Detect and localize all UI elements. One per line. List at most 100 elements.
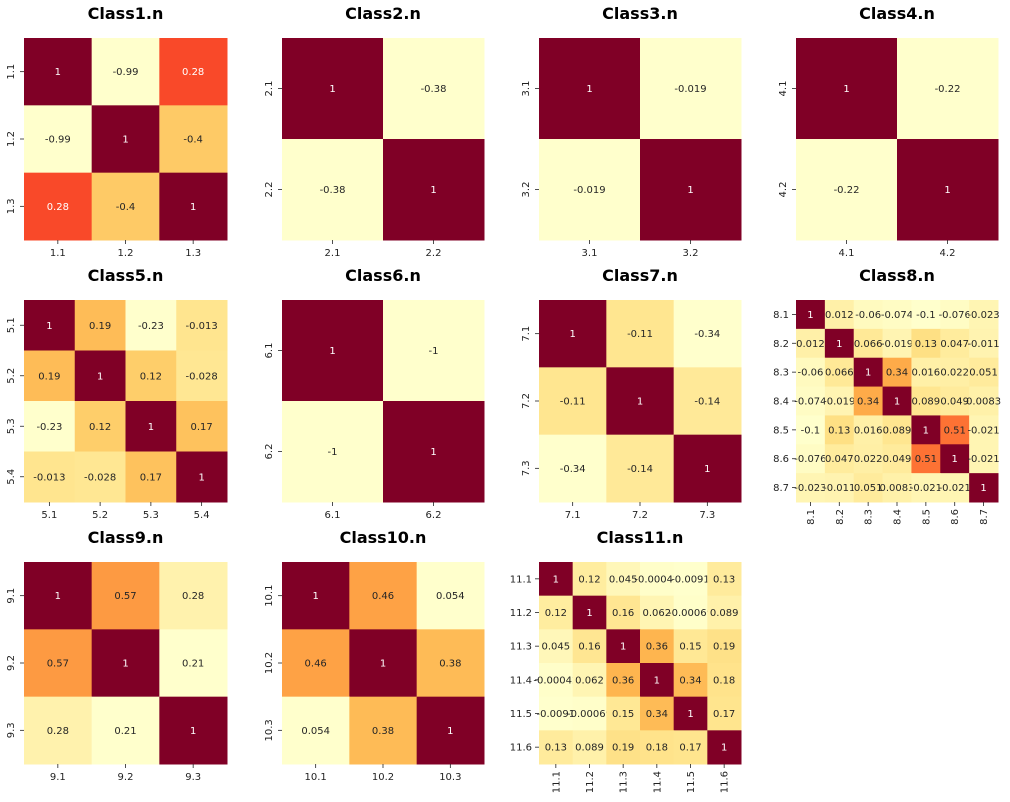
x-tick-label: 6.1 <box>325 510 341 521</box>
cell-annotation: 0.051 <box>969 368 998 379</box>
y-tick-label: 10.3 <box>264 719 275 741</box>
heatmap-cell <box>74 350 126 402</box>
y-tick-label: 8.5 <box>773 425 789 436</box>
cell-annotation: 1 <box>190 726 196 737</box>
heatmap-cell <box>707 730 742 765</box>
cell-annotation: 0.18 <box>713 675 735 686</box>
x-tick-label: 7.3 <box>699 510 715 521</box>
cell-annotation: -0.021 <box>967 454 999 465</box>
x-tick-label: 7.2 <box>632 510 648 521</box>
cell-annotation: -0.023 <box>967 310 999 321</box>
heatmap-cell <box>572 595 607 630</box>
heatmap-cell <box>824 300 855 330</box>
x-tick-label: 2.1 <box>325 248 341 259</box>
cell-annotation: -0.028 <box>186 371 218 382</box>
heatmap-cell <box>969 357 999 388</box>
heatmap-cell <box>673 300 742 368</box>
heatmap-panel-4: Class4.n 1 -0.22 -0.22 1 4.1 4.1 4.2 4.2 <box>778 4 999 259</box>
cell-annotation: -0.4 <box>116 202 136 213</box>
heatmap-cell <box>606 595 641 630</box>
heatmap-cell <box>940 357 970 388</box>
cell-annotation: -0.23 <box>138 321 164 332</box>
heatmap-cell <box>539 595 574 630</box>
cell-annotation: -0.1 <box>916 310 936 321</box>
y-tick-label: 3.1 <box>521 81 532 97</box>
heatmap-cell <box>824 415 855 445</box>
heatmap-cell <box>91 629 160 698</box>
heatmap-cell <box>539 730 574 765</box>
y-tick-label: 11.6 <box>510 743 532 754</box>
heatmap-cell <box>824 444 855 474</box>
heatmap-cell <box>796 444 826 474</box>
cell-annotation: -0.019 <box>573 185 605 196</box>
cell-annotation: 0.16 <box>578 642 600 653</box>
cell-annotation: 0.12 <box>140 371 162 382</box>
x-tick-label: 9.2 <box>118 772 134 783</box>
cell-annotation: 0.57 <box>47 659 69 670</box>
heatmap-cell <box>673 663 708 698</box>
cell-annotation: 0.054 <box>436 591 465 602</box>
cell-annotation: 0.19 <box>612 743 634 754</box>
x-tick-label: 2.2 <box>426 248 442 259</box>
heatmap-cell <box>673 434 742 503</box>
cell-annotation: 1 <box>620 642 626 653</box>
cell-annotation: 0.012 <box>825 310 854 321</box>
cell-annotation: 1 <box>122 659 128 670</box>
y-tick-label: 4.2 <box>778 182 789 198</box>
x-tick-label: 10.3 <box>439 772 461 783</box>
y-tick-label: 5.1 <box>6 317 17 333</box>
cell-annotation: 0.13 <box>828 425 850 436</box>
heatmap-cell <box>673 629 708 664</box>
heatmap-cell <box>673 696 708 731</box>
heatmap-cell <box>606 730 641 765</box>
heatmap-cell <box>24 451 76 503</box>
cell-annotation: -0.028 <box>84 472 116 483</box>
cell-annotation: -0.0091 <box>537 709 576 720</box>
heatmap-cell <box>74 401 126 452</box>
cell-annotation: -0.021 <box>967 425 999 436</box>
x-tick-label: 5.1 <box>41 510 57 521</box>
cell-annotation: -0.011 <box>967 339 999 350</box>
cell-annotation: -0.38 <box>320 185 346 196</box>
heatmap-cell <box>940 328 970 359</box>
cell-annotation: 0.12 <box>89 422 111 433</box>
heatmap-cell <box>383 38 485 140</box>
cell-annotation: 0.066 <box>825 368 854 379</box>
cell-annotation: 1 <box>148 422 154 433</box>
cell-annotation: -1 <box>328 447 338 458</box>
heatmap-cell <box>853 328 884 359</box>
y-tick-label: 8.1 <box>773 310 789 321</box>
heatmap-cell <box>606 663 641 698</box>
cell-annotation: 0.0083 <box>880 483 915 494</box>
cell-annotation: 0.13 <box>915 339 937 350</box>
cell-annotation: -0.019 <box>823 397 855 408</box>
cell-annotation: 0.089 <box>575 743 604 754</box>
cell-annotation: 1 <box>654 675 660 686</box>
cell-annotation: -0.38 <box>421 84 447 95</box>
heatmap-cell <box>911 473 941 503</box>
heatmap-cell <box>572 696 607 731</box>
heatmap-cell <box>796 38 898 140</box>
panel-title: Class9.n <box>88 528 164 547</box>
cell-annotation: -0.013 <box>186 321 218 332</box>
cell-annotation: 1 <box>923 425 929 436</box>
heatmap-cell <box>911 386 941 416</box>
cell-annotation: 0.016 <box>912 368 941 379</box>
heatmap-cell <box>176 451 228 503</box>
heatmap-cell <box>176 300 228 351</box>
heatmap-cell <box>940 386 970 416</box>
heatmap-cell <box>91 562 160 630</box>
x-tick-label: 1.3 <box>185 248 201 259</box>
cell-annotation: 1 <box>637 397 643 408</box>
x-tick-label: 11.5 <box>686 771 697 793</box>
heatmap-cell <box>125 401 177 452</box>
y-tick-label: 6.2 <box>264 444 275 460</box>
cell-annotation: 1 <box>430 447 436 458</box>
heatmap-cell <box>91 105 160 174</box>
cell-annotation: 0.34 <box>857 397 879 408</box>
y-tick-label: 9.1 <box>6 588 17 604</box>
y-tick-label: 3.2 <box>521 182 532 198</box>
cell-annotation: 0.062 <box>575 675 604 686</box>
cell-annotation: 1 <box>687 185 693 196</box>
cell-annotation: -0.06 <box>797 368 823 379</box>
